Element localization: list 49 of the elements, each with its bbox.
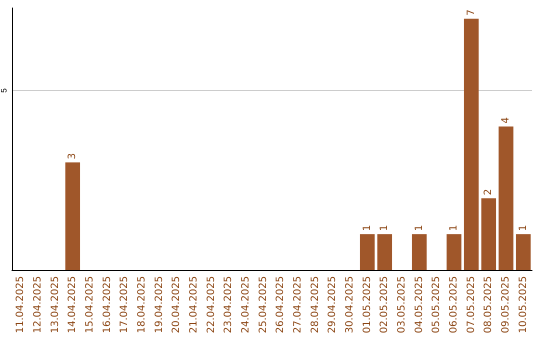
bar	[498, 126, 514, 270]
y-tick-label: 5	[0, 88, 8, 93]
x-tick-label: 21.04.2025	[188, 276, 200, 334]
bar	[65, 162, 80, 270]
x-tick-label: 07.05.2025	[466, 276, 477, 334]
x-tick-label: 06.05.2025	[448, 276, 460, 334]
data-label: 7	[466, 9, 477, 16]
x-tick-label: 08.05.2025	[483, 276, 494, 334]
bar	[481, 198, 496, 270]
x-tick-label: 29.04.2025	[327, 276, 338, 334]
x-tick-label: 20.04.2025	[171, 276, 182, 334]
x-tick-label: 24.04.2025	[240, 276, 252, 334]
x-tick-label: 27.04.2025	[292, 276, 304, 334]
x-tick-label: 22.04.2025	[206, 276, 217, 334]
data-label: 3	[67, 152, 78, 160]
x-tick-label: 28.04.2025	[310, 276, 321, 334]
x-tick-label: 09.05.2025	[500, 276, 512, 334]
data-label: 2	[483, 188, 494, 196]
bar	[360, 234, 375, 270]
bar	[446, 234, 462, 270]
data-label: 4	[500, 117, 512, 124]
x-tick-label: 26.04.2025	[275, 276, 286, 334]
x-tick-label: 12.04.2025	[32, 276, 44, 334]
x-tick-label: 15.04.2025	[84, 276, 96, 334]
x-tick-label: 25.04.2025	[258, 276, 269, 334]
data-label: 1	[448, 224, 460, 232]
x-tick-label: 11.04.2025	[15, 276, 26, 334]
x-tick-label: 30.04.2025	[344, 276, 356, 334]
x-tick-label: 04.05.2025	[414, 276, 425, 334]
x-tick-label: 14.04.2025	[67, 276, 78, 334]
data-label: 1	[379, 224, 390, 232]
bar	[516, 234, 531, 270]
x-tick-label: 05.05.2025	[431, 276, 442, 334]
bar	[412, 234, 427, 270]
x-tick-label: 01.05.2025	[362, 276, 373, 334]
x-tick-label: 23.04.2025	[223, 276, 234, 334]
bar	[377, 234, 392, 270]
x-tick-label: 16.04.2025	[102, 276, 113, 334]
x-tick-label: 03.05.2025	[396, 276, 408, 334]
x-tick-label: 10.05.2025	[518, 276, 529, 334]
data-label: 1	[362, 224, 373, 232]
x-tick-label: 18.04.2025	[136, 276, 148, 334]
bar	[464, 18, 479, 270]
x-tick-label: 13.04.2025	[50, 276, 61, 334]
x-tick-label: 02.05.2025	[379, 276, 390, 334]
data-label: 1	[414, 224, 425, 232]
x-tick-label: 19.04.2025	[154, 276, 165, 334]
data-label: 1	[518, 224, 529, 232]
x-tick-label: 17.04.2025	[119, 276, 130, 334]
